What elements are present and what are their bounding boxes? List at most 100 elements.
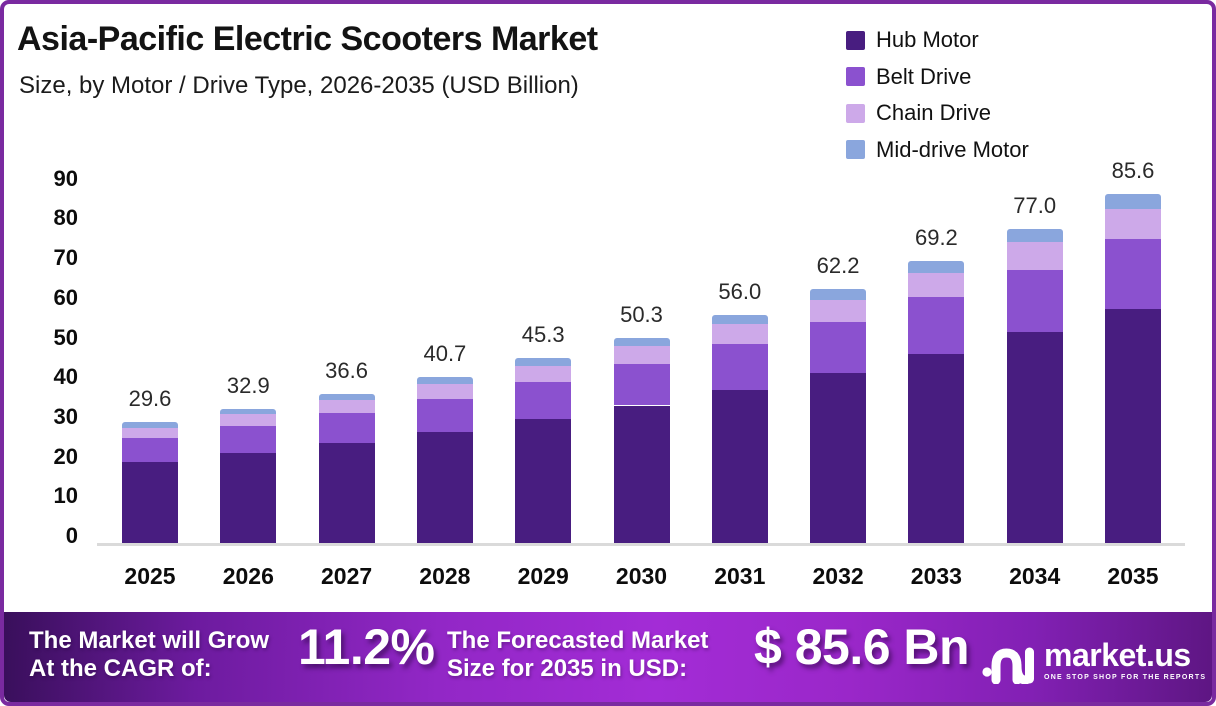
bar-segment-belt-drive-2030 xyxy=(613,364,670,406)
bar-segment-mid-drive-motor-2035 xyxy=(1105,193,1161,209)
x-axis-label-2033: 2033 xyxy=(910,563,962,589)
bar-total-label-2034: 77.0 xyxy=(1013,192,1057,218)
bar-total-label-2032: 62.2 xyxy=(816,253,860,279)
legend-item-chain-drive: Chain Drive xyxy=(846,102,991,124)
bar-segment-hub-motor-2033 xyxy=(908,353,965,543)
legend-label: Chain Drive xyxy=(876,100,991,125)
footer-banner: The Market will Grow At the CAGR of: 11.… xyxy=(4,612,1212,702)
y-axis-tick-label: 60 xyxy=(53,284,78,310)
bar-total-label-2035: 85.6 xyxy=(1111,157,1155,183)
y-axis-tick-label: 0 xyxy=(65,523,78,548)
bar-segment-hub-motor-2031 xyxy=(711,390,768,543)
bar-segment-chain-drive-2027 xyxy=(318,400,375,414)
bar-segment-chain-drive-2034 xyxy=(1006,242,1063,270)
marketus-logo-tagline: ONE STOP SHOP FOR THE REPORTS xyxy=(1044,674,1207,681)
bar-segment-chain-drive-2030 xyxy=(613,346,670,365)
marketus-logo-icon xyxy=(982,647,1034,684)
legend-label: Hub Motor xyxy=(876,27,979,52)
bar-segment-belt-drive-2027 xyxy=(318,413,375,444)
bar-total-label-2025: 29.6 xyxy=(128,386,172,412)
bar-total-label-2030: 50.3 xyxy=(620,301,663,327)
x-axis-label-2026: 2026 xyxy=(222,563,274,589)
bar-segment-mid-drive-motor-2034 xyxy=(1006,228,1063,243)
bar-segment-hub-motor-2025 xyxy=(122,462,178,543)
bar-total-label-2029: 45.3 xyxy=(521,322,565,348)
bar-segment-hub-motor-2035 xyxy=(1105,308,1161,543)
bar-segment-hub-motor-2032 xyxy=(810,372,867,543)
forecast-label: The Forecasted Market Size for 2035 in U… xyxy=(447,627,708,683)
bar-segment-mid-drive-motor-2030 xyxy=(613,337,670,347)
x-axis-label-2027: 2027 xyxy=(321,563,373,589)
chart-title: Asia-Pacific Electric Scooters Market xyxy=(17,20,598,58)
legend-item-hub-motor: Hub Motor xyxy=(846,29,979,51)
bar-segment-mid-drive-motor-2029 xyxy=(515,358,572,367)
bar-total-label-2027: 36.6 xyxy=(325,357,368,383)
legend-swatch-icon xyxy=(846,30,865,50)
legend-label: Mid-drive Motor xyxy=(876,136,1029,162)
bar-segment-chain-drive-2029 xyxy=(515,366,572,383)
bar-segment-chain-drive-2031 xyxy=(711,324,768,345)
bar-segment-belt-drive-2025 xyxy=(122,438,178,463)
legend-swatch-icon xyxy=(846,140,865,159)
y-axis-tick-label: 50 xyxy=(53,324,78,350)
bar-total-label-2028: 40.7 xyxy=(423,340,467,366)
bar-segment-hub-motor-2027 xyxy=(318,443,375,543)
bar-segment-hub-motor-2030 xyxy=(613,405,670,543)
bar-segment-chain-drive-2033 xyxy=(908,272,965,298)
forecast-label-line1: The Forecasted Market xyxy=(447,627,709,654)
forecast-value: $ 85.6 Bn xyxy=(754,619,970,675)
bar-segment-belt-drive-2031 xyxy=(711,344,768,390)
x-axis-label-2035: 2035 xyxy=(1107,563,1159,589)
y-axis-tick-label: 30 xyxy=(53,403,78,429)
bar-segment-mid-drive-motor-2026 xyxy=(220,408,277,415)
bar-segment-chain-drive-2035 xyxy=(1105,208,1161,240)
bar-segment-mid-drive-motor-2032 xyxy=(810,289,867,301)
bar-segment-chain-drive-2032 xyxy=(810,300,867,323)
x-axis-label-2030: 2030 xyxy=(615,563,668,589)
bar-segment-chain-drive-2026 xyxy=(220,414,277,427)
bar-segment-mid-drive-motor-2025 xyxy=(122,422,178,428)
x-axis-label-2028: 2028 xyxy=(419,563,471,589)
bar-segment-belt-drive-2029 xyxy=(515,382,572,420)
legend-item-belt-drive: Belt Drive xyxy=(846,63,972,89)
cagr-label: The Market will Grow At the CAGR of: xyxy=(29,627,269,683)
y-axis-tick-label: 90 xyxy=(53,165,78,191)
bar-segment-hub-motor-2026 xyxy=(220,453,277,543)
marketus-logo-text: market.us xyxy=(1044,637,1191,673)
bar-segment-chain-drive-2028 xyxy=(416,384,473,399)
y-axis-tick-label: 80 xyxy=(53,205,78,231)
legend-item-mid-drive-motor: Mid-drive Motor xyxy=(846,136,1029,162)
bar-total-label-2031: 56.0 xyxy=(718,278,762,304)
x-axis-label-2031: 2031 xyxy=(714,563,766,589)
bar-segment-mid-drive-motor-2033 xyxy=(908,260,965,273)
bar-segment-belt-drive-2028 xyxy=(416,398,473,432)
bar-segment-mid-drive-motor-2028 xyxy=(416,376,473,385)
legend-label: Belt Drive xyxy=(876,63,972,89)
bar-segment-belt-drive-2026 xyxy=(220,426,277,454)
bar-segment-belt-drive-2033 xyxy=(908,297,965,354)
chart-subtitle: Size, by Motor / Drive Type, 2026-2035 (… xyxy=(19,72,579,99)
bar-segment-chain-drive-2025 xyxy=(122,427,178,439)
x-axis-label-2034: 2034 xyxy=(1009,563,1061,589)
bar-segment-belt-drive-2032 xyxy=(810,322,867,373)
forecast-label-line2: Size for 2035 in USD: xyxy=(447,655,688,682)
bar-segment-belt-drive-2035 xyxy=(1105,239,1161,309)
y-axis-tick-label: 70 xyxy=(53,245,78,271)
legend-swatch-icon xyxy=(846,67,865,86)
marketus-logo-textblock: market.us ONE STOP SHOP FOR THE REPORTS xyxy=(1044,638,1206,682)
cagr-label-line1: The Market will Grow xyxy=(29,627,270,654)
bar-segment-hub-motor-2034 xyxy=(1006,332,1063,543)
y-axis-tick-label: 40 xyxy=(53,364,78,390)
bar-segment-mid-drive-motor-2027 xyxy=(318,393,375,401)
bar-segment-hub-motor-2029 xyxy=(515,419,572,543)
x-axis-line xyxy=(97,543,1185,546)
x-axis-label-2025: 2025 xyxy=(124,563,176,589)
cagr-value: 11.2% xyxy=(298,619,435,675)
bar-segment-mid-drive-motor-2031 xyxy=(711,314,768,325)
bar-segment-hub-motor-2028 xyxy=(416,431,473,543)
bar-total-label-2033: 69.2 xyxy=(914,224,958,250)
x-axis-label-2029: 2029 xyxy=(517,563,569,589)
x-axis-label-2032: 2032 xyxy=(812,563,864,589)
y-axis-tick-label: 10 xyxy=(53,483,78,509)
